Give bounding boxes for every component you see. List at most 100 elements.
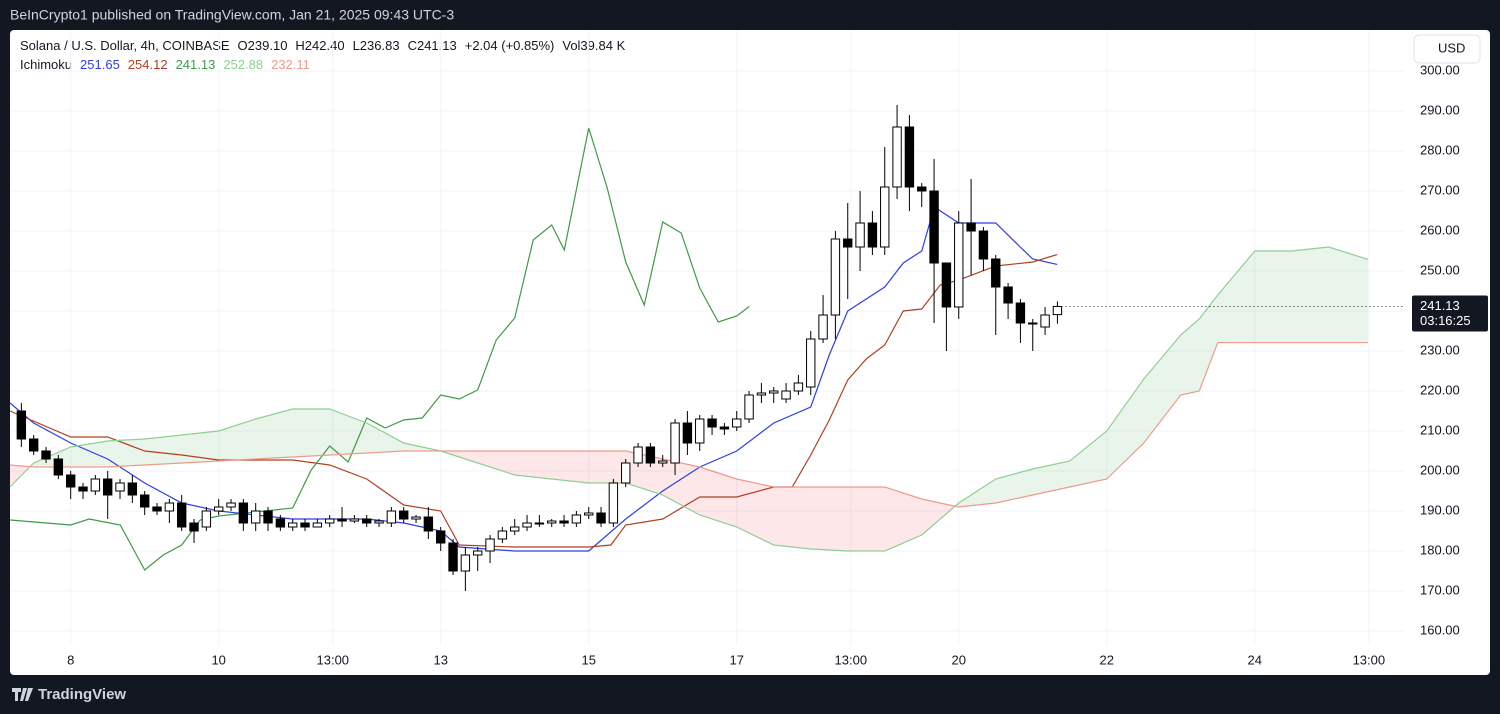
candle-body bbox=[1028, 322, 1038, 325]
ichimoku-cloud bbox=[10, 247, 1368, 551]
candle-body bbox=[288, 522, 298, 528]
x-tick-label: 8 bbox=[67, 652, 74, 667]
cloud-fill bbox=[144, 435, 182, 465]
candle-body bbox=[399, 510, 409, 520]
candle-body bbox=[176, 502, 187, 528]
candle-body bbox=[460, 554, 471, 572]
x-tick-label: 24 bbox=[1248, 652, 1262, 667]
ohlc-value: +2.04 (+0.85%) bbox=[465, 38, 555, 53]
indicator-value: 254.12 bbox=[128, 57, 168, 72]
cloud-fill bbox=[329, 409, 367, 455]
candle-body bbox=[423, 516, 434, 532]
candle-body bbox=[139, 494, 150, 508]
candle-body bbox=[90, 478, 101, 492]
cloud-fill bbox=[181, 431, 219, 463]
y-tick-label: 160.00 bbox=[1420, 622, 1460, 637]
brand-logo bbox=[12, 688, 33, 701]
y-tick-label: 180.00 bbox=[1420, 542, 1460, 557]
y-tick-label: 230.00 bbox=[1420, 342, 1460, 357]
y-tick-label: 220.00 bbox=[1420, 382, 1460, 397]
candle-body bbox=[991, 258, 1001, 288]
currency-label[interactable]: USD bbox=[1438, 40, 1465, 55]
candle-body bbox=[448, 542, 458, 572]
ohlc-value: O239.10 bbox=[238, 38, 288, 53]
cloud-fill bbox=[1106, 379, 1144, 479]
candle-body bbox=[929, 190, 939, 264]
candle-body bbox=[41, 450, 51, 460]
candle-body bbox=[53, 458, 64, 476]
y-tick-label: 260.00 bbox=[1420, 222, 1460, 237]
candle-body bbox=[251, 510, 261, 524]
y-tick-label: 250.00 bbox=[1420, 262, 1460, 277]
candle-body bbox=[115, 482, 125, 492]
candle-body bbox=[547, 520, 557, 524]
cloud-fill bbox=[995, 469, 1033, 503]
currency-box[interactable] bbox=[1413, 34, 1481, 64]
cloud-fill bbox=[477, 451, 515, 475]
y-tick-label: 170.00 bbox=[1420, 582, 1460, 597]
candle-body bbox=[386, 510, 397, 524]
brand-name: TradingView bbox=[38, 686, 126, 703]
candle-body bbox=[189, 522, 199, 532]
candle-body bbox=[917, 186, 927, 192]
candle-body bbox=[263, 510, 273, 524]
candle-body bbox=[867, 222, 878, 248]
cloud-fill bbox=[551, 451, 589, 483]
y-tick-label: 190.00 bbox=[1420, 502, 1460, 517]
candle-body bbox=[818, 314, 828, 340]
indicator-line bbox=[9, 341, 1368, 508]
cloud-fill bbox=[366, 423, 404, 453]
symbol-legend: Solana / U.S. Dollar, 4h, COINBASE O239.1… bbox=[20, 38, 626, 53]
cloud-fill bbox=[773, 487, 811, 549]
cloud-fill bbox=[1217, 251, 1255, 343]
indicator-value: 241.13 bbox=[176, 57, 216, 72]
candle-body bbox=[732, 418, 742, 428]
indicator-name: Ichimoku bbox=[20, 57, 72, 72]
last-price-box bbox=[1412, 295, 1488, 332]
currency-button[interactable]: USD bbox=[1413, 34, 1481, 64]
candle-body bbox=[78, 486, 88, 492]
candle-body bbox=[485, 538, 495, 552]
candle-body bbox=[16, 410, 27, 440]
candle-body bbox=[682, 422, 693, 444]
candle-body bbox=[300, 522, 310, 528]
candle-body bbox=[522, 522, 532, 528]
cloud-fill bbox=[514, 451, 552, 479]
x-tick-label: 22 bbox=[1100, 652, 1114, 667]
published-line: BeInCrypto1 published on TradingView.com… bbox=[10, 7, 454, 23]
cloud-fill bbox=[218, 419, 256, 461]
ohlc-value: L236.83 bbox=[353, 38, 400, 53]
candle-body bbox=[214, 506, 224, 512]
cloud-fill bbox=[1254, 251, 1292, 343]
cloud-fill bbox=[736, 479, 774, 545]
ohlc-value: H242.40 bbox=[295, 38, 344, 53]
indicator-line bbox=[9, 127, 750, 571]
candle-body bbox=[719, 426, 730, 430]
x-tick-label: 13:00 bbox=[1353, 652, 1386, 667]
candle-body bbox=[892, 126, 902, 188]
cloud-fill bbox=[588, 451, 626, 483]
y-tick-label: 290.00 bbox=[1420, 102, 1460, 117]
candle-body bbox=[559, 520, 569, 524]
candle-body bbox=[978, 230, 989, 260]
countdown-label: 03:16:25 bbox=[1420, 313, 1471, 328]
candle-body bbox=[843, 238, 853, 248]
candle-body bbox=[201, 510, 212, 528]
candle-body bbox=[596, 512, 606, 524]
candle-body bbox=[966, 222, 976, 232]
candle-body bbox=[806, 338, 816, 388]
candle-body bbox=[164, 502, 175, 512]
x-tick-label: 13 bbox=[433, 652, 447, 667]
candle-body bbox=[534, 522, 545, 525]
candle-body bbox=[941, 262, 952, 308]
candle-body bbox=[781, 390, 791, 400]
candle-body bbox=[362, 518, 372, 524]
y-tick-label: 300.00 bbox=[1420, 62, 1460, 77]
candle-body bbox=[473, 550, 483, 556]
cloud-fill bbox=[847, 487, 885, 551]
candles bbox=[16, 105, 1063, 591]
cloud-fill bbox=[1032, 461, 1070, 495]
candle-body bbox=[904, 126, 915, 188]
candle-body bbox=[571, 514, 582, 524]
